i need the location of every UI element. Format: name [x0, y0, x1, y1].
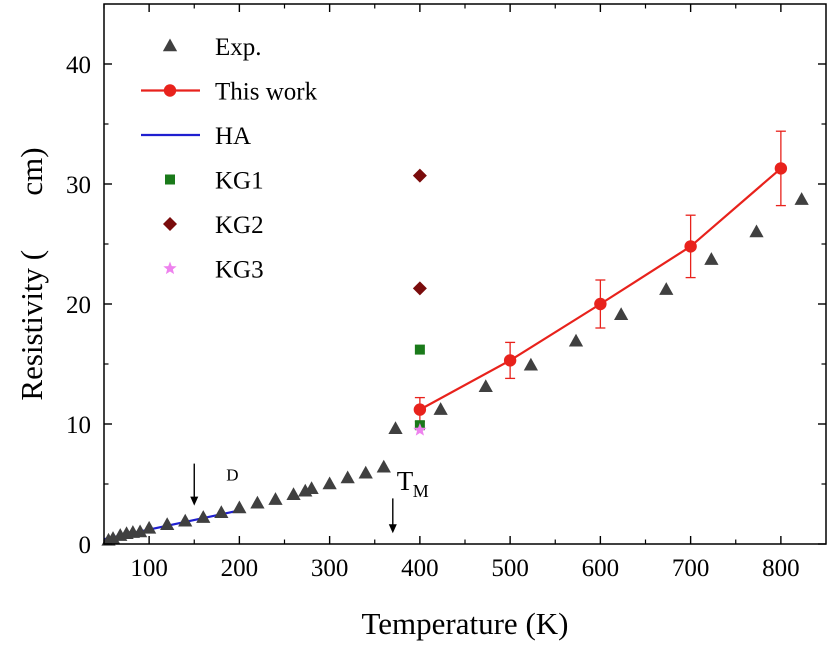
exp-point	[232, 500, 247, 514]
legend-marker-kg1	[165, 174, 175, 185]
plot-frame	[103, 3, 827, 545]
legend-marker-this-work	[163, 84, 177, 97]
x-axis-label: Temperature (K)	[362, 606, 569, 641]
exp-point	[568, 333, 584, 347]
exp-point	[614, 307, 629, 321]
x-tick-label: 500	[491, 555, 529, 582]
kg3-point	[413, 423, 427, 436]
exp-point	[433, 402, 448, 415]
this-work-point	[594, 297, 607, 311]
x-tick-label: 300	[311, 555, 349, 582]
exp-point	[250, 495, 265, 509]
exp-point	[478, 379, 493, 393]
annotation-tm-subscript: M	[413, 481, 429, 501]
kg2-point	[412, 281, 427, 296]
annotation-debye: D	[226, 465, 238, 484]
exp-point	[376, 459, 391, 473]
this-work-point	[684, 240, 697, 253]
annotation-arrowhead	[190, 496, 199, 506]
exp-point	[322, 476, 337, 490]
this-work-point	[503, 354, 517, 367]
this-work-point	[774, 162, 788, 175]
exp-point	[388, 421, 403, 435]
exp-point	[749, 224, 764, 238]
exp-point	[178, 513, 193, 527]
x-tick-label: 800	[762, 555, 800, 582]
y-tick-label: 10	[66, 412, 91, 439]
annotation-arrowhead	[388, 524, 397, 534]
legend-marker-kg3	[163, 261, 177, 275]
exp-point	[268, 492, 283, 505]
y-axis-label: Resistivity ( cm)	[14, 147, 49, 400]
legend-label-kg2: KG2	[215, 212, 264, 239]
kg1-point	[414, 344, 425, 355]
exp-point	[160, 517, 175, 531]
annotation-tm: T	[397, 466, 414, 496]
errorbars-layer	[414, 130, 786, 423]
exp-point	[132, 524, 148, 538]
exp-point	[523, 357, 539, 371]
exp-point	[286, 487, 301, 501]
x-tick-label: 600	[582, 555, 620, 582]
x-tick-label: 400	[401, 555, 439, 582]
x-tick-label: 700	[672, 555, 710, 582]
x-tick-label: 200	[221, 555, 259, 582]
exp-point	[340, 470, 355, 484]
exp-point	[214, 505, 229, 519]
legend: Exp. This work HA KG1 KG2 KG3	[141, 34, 318, 284]
exp-point	[142, 520, 157, 534]
legend-marker-kg2	[163, 217, 177, 231]
points-layer	[101, 162, 809, 546]
y-tick-label: 40	[66, 52, 91, 79]
legend-marker-exp	[162, 38, 178, 52]
legend-label-kg1: KG1	[215, 168, 264, 195]
x-tick-label: 100	[130, 555, 168, 582]
lines-layer	[103, 167, 782, 541]
exp-point	[358, 465, 373, 479]
exp-point	[794, 192, 809, 205]
exp-point	[659, 282, 674, 295]
y-tick-label: 20	[66, 292, 91, 319]
legend-label-kg3: KG3	[215, 257, 264, 284]
exp-point	[704, 252, 719, 265]
legend-label-ha: HA	[215, 123, 251, 150]
this-work-point	[413, 403, 427, 416]
axes-layer: 100 200 300 400 500 600 700 800 0 10 20 30 40	[66, 4, 826, 582]
exp-point	[304, 481, 319, 495]
legend-label-exp: Exp.	[215, 34, 262, 61]
exp-point	[196, 510, 211, 523]
y-tick-label: 30	[66, 172, 91, 199]
legend-label-this-work: This work	[215, 79, 318, 106]
kg2-point	[412, 168, 427, 183]
y-tick-label: 0	[79, 532, 92, 559]
